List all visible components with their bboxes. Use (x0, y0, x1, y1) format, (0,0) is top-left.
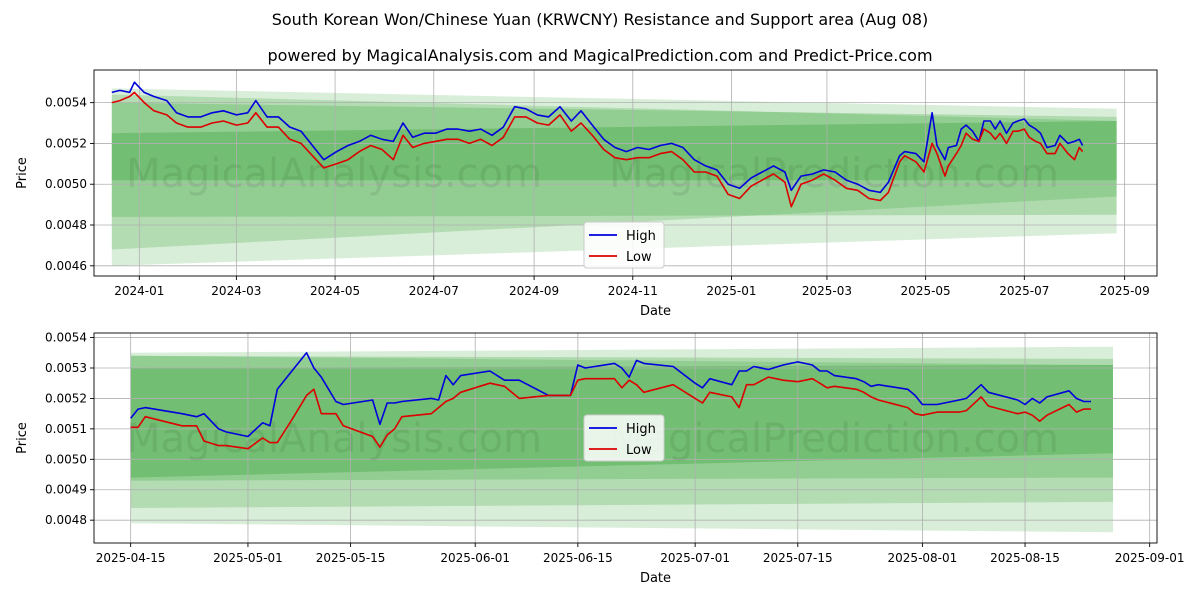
legend-label-low: Low (626, 250, 652, 265)
x-tick-label: 2025-05-01 (213, 551, 283, 565)
y-tick-label: 0.0051 (45, 422, 87, 436)
watermark-analysis: MagicalAnalysis.com (126, 151, 542, 197)
band-1 (111, 94, 1117, 250)
legend: High Low (583, 221, 665, 269)
x-tick-label: 2025-07-15 (763, 551, 833, 565)
x-tick-label: 2024-05 (310, 284, 360, 298)
chart-panel-recent-zoom: MagicalAnalysis.com MagicalPrediction.com… (15, 331, 1185, 586)
watermark-prediction: MagicalPrediction.com (609, 151, 1059, 197)
x-tick-label: 2025-09 (1100, 284, 1150, 298)
series-line-low (130, 376, 1091, 450)
band-3 (111, 121, 1117, 181)
y-tick-label: 0.0048 (45, 218, 87, 232)
y-tick-label: 0.0054 (45, 331, 87, 345)
y-tick-label: 0.0050 (45, 177, 87, 191)
x-tick-label: 2025-06-01 (440, 551, 510, 565)
watermark-analysis: MagicalAnalysis.com (126, 416, 542, 462)
legend-label-high: High (626, 422, 656, 437)
y-tick-label: 0.0050 (45, 452, 87, 466)
band-group (111, 88, 1117, 266)
x-tick-label: 2025-06-15 (543, 551, 613, 565)
x-tick-label: 2025-05 (901, 284, 951, 298)
x-tick-label: 2025-08-15 (990, 551, 1060, 565)
band-0 (111, 88, 1117, 266)
x-tick-label: 2025-07-01 (660, 551, 730, 565)
x-tick-label: 2024-07 (409, 284, 459, 298)
series-group (111, 81, 1084, 208)
series-line-high (111, 81, 1084, 194)
x-tick-label: 2024-01 (114, 284, 164, 298)
x-tick-label: 2025-07 (999, 284, 1049, 298)
y-axis-label: Price (15, 157, 30, 189)
axes-frame (93, 69, 1158, 277)
y-axis-label: Price (15, 422, 30, 454)
x-tick-label: 2025-01 (706, 284, 756, 298)
y-tick-label: 0.0053 (45, 361, 87, 375)
legend: High Low (583, 414, 665, 462)
legend-label-low: Low (626, 443, 652, 458)
y-tick-label: 0.0046 (45, 259, 87, 273)
x-axis-label: Date (640, 571, 671, 586)
y-tick-label: 0.0054 (45, 96, 87, 110)
series-line-high (130, 351, 1091, 438)
y-tick-label: 0.0052 (45, 136, 87, 150)
x-tick-label: 2025-08-01 (888, 551, 958, 565)
x-tick-label: 2024-03 (211, 284, 261, 298)
x-tick-label: 2025-03 (802, 284, 852, 298)
y-tick-label: 0.0052 (45, 391, 87, 405)
chart-panel-full-history: MagicalAnalysis.com MagicalPrediction.com… (15, 69, 1158, 319)
x-tick-label: 2025-04-15 (96, 551, 166, 565)
axes-frame (93, 332, 1158, 544)
series-group (130, 351, 1091, 450)
y-tick-label: 0.0048 (45, 513, 87, 527)
x-tick-label: 2025-09-01 (1115, 551, 1185, 565)
legend-label-high: High (626, 229, 656, 244)
series-line-low (111, 91, 1084, 208)
y-tick-label: 0.0049 (45, 483, 87, 497)
x-tick-label: 2024-11 (608, 284, 658, 298)
x-tick-label: 2024-09 (509, 284, 559, 298)
x-tick-label: 2025-05-15 (316, 551, 386, 565)
chart-subtitle: powered by MagicalAnalysis.com and Magic… (267, 46, 933, 65)
x-axis-label: Date (640, 304, 671, 319)
watermark-prediction: MagicalPrediction.com (609, 416, 1059, 462)
chart-title: South Korean Won/Chinese Yuan (KRWCNY) R… (271, 10, 929, 29)
